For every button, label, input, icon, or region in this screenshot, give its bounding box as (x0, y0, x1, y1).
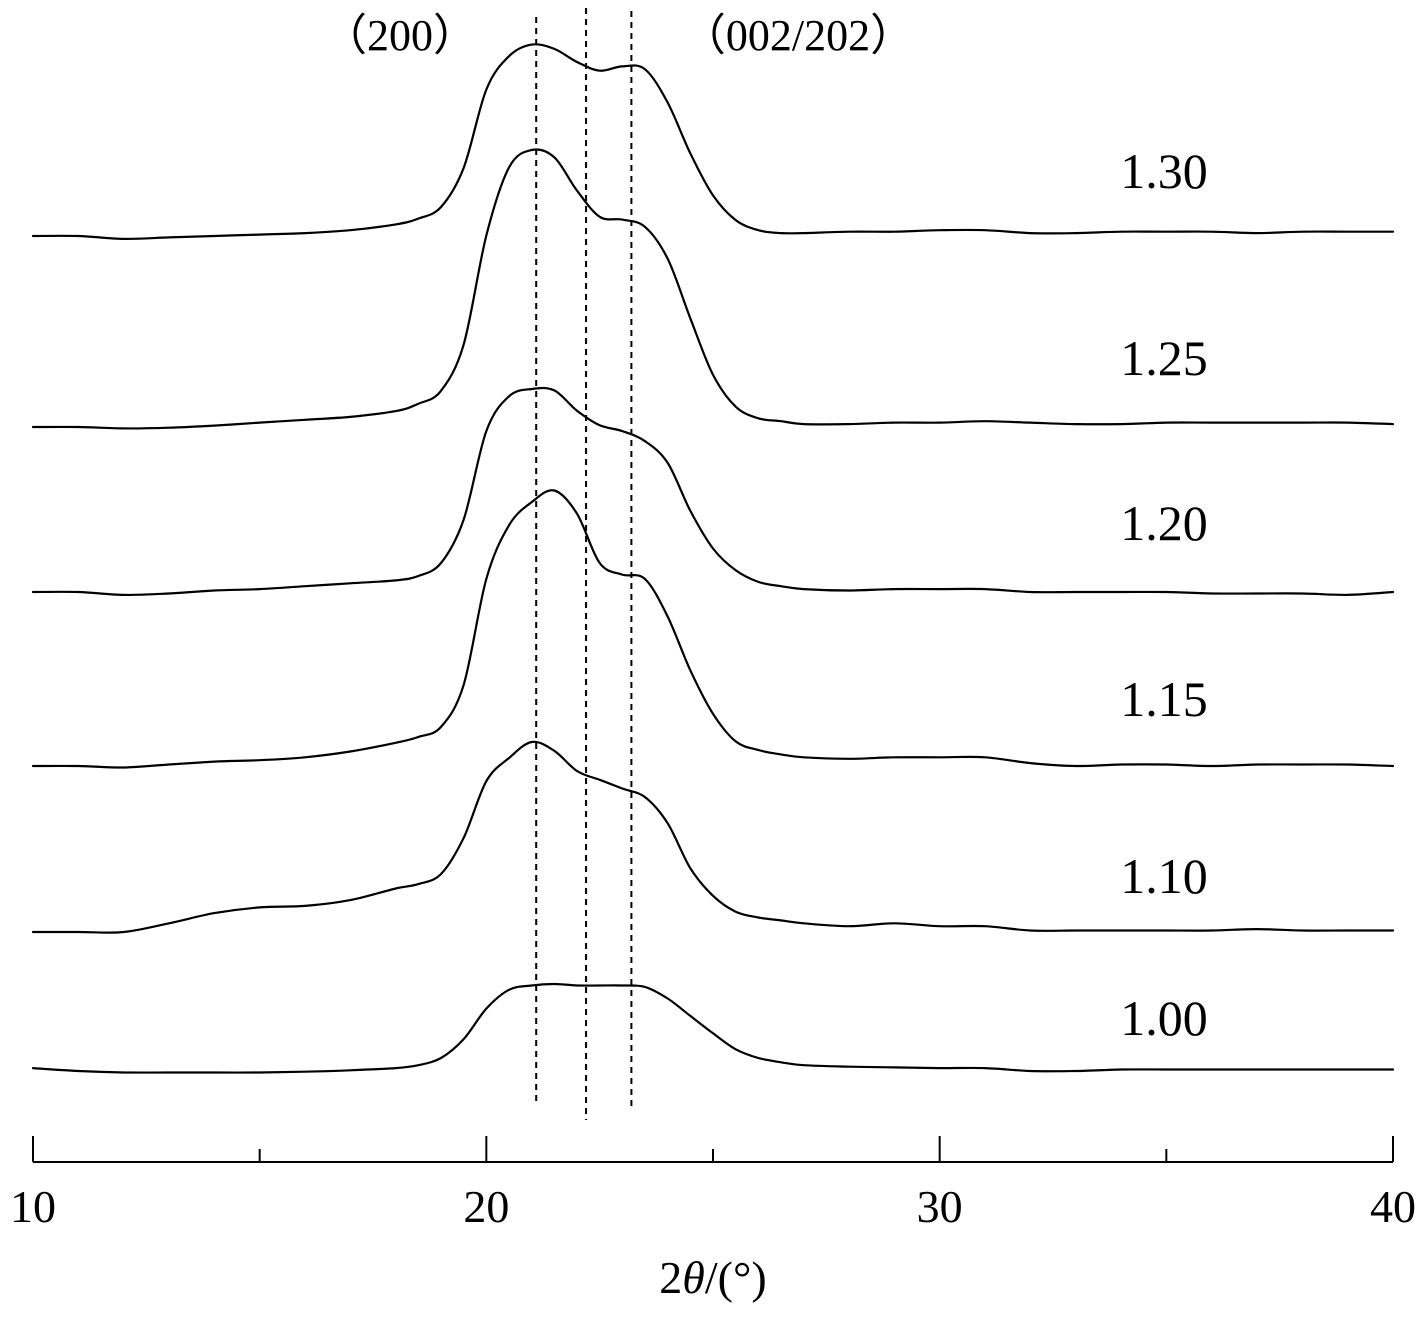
series-labels: 1.00 1.10 1.15 1.20 1.25 1.30 (1120, 143, 1208, 1046)
series-label-1-30: 1.30 (1120, 143, 1208, 199)
reference-lines (535, 8, 633, 1120)
x-tick-label-40: 40 (1370, 1181, 1416, 1232)
x-axis-tick-labels: 10 20 30 40 (10, 1181, 1416, 1232)
x-axis-title-suffix: /(°) (705, 1252, 767, 1303)
x-axis-title: 2θ/(°) (659, 1252, 766, 1303)
series-trace-1-10 (31, 740, 1395, 934)
series-trace-1-30 (31, 43, 1395, 241)
peak-labels: （200） （002/202） (323, 11, 914, 60)
series-label-1-15: 1.15 (1120, 671, 1208, 727)
series-label-1-10: 1.10 (1120, 848, 1208, 904)
x-axis-title-symbol: θ (682, 1252, 705, 1303)
peak-label-2: （002/202） (682, 11, 914, 60)
series-trace-1-25 (31, 148, 1395, 430)
x-tick-label-10: 10 (10, 1181, 56, 1232)
series-label-1-00: 1.00 (1120, 990, 1208, 1046)
x-tick-label-20: 20 (463, 1181, 509, 1232)
x-tick-label-30: 30 (917, 1181, 963, 1232)
x-axis-ticks (32, 1136, 1394, 1162)
peak-label-1: （200） (323, 11, 477, 60)
x-axis: 10 20 30 40 (10, 1136, 1416, 1232)
series-trace-1-20 (31, 386, 1395, 597)
series-trace-1-00 (31, 982, 1395, 1074)
series-trace-1-15 (31, 489, 1395, 769)
series-label-1-20: 1.20 (1120, 495, 1208, 551)
series-traces (31, 43, 1395, 1074)
x-axis-title-prefix: 2 (659, 1252, 682, 1303)
series-label-1-25: 1.25 (1120, 330, 1208, 386)
